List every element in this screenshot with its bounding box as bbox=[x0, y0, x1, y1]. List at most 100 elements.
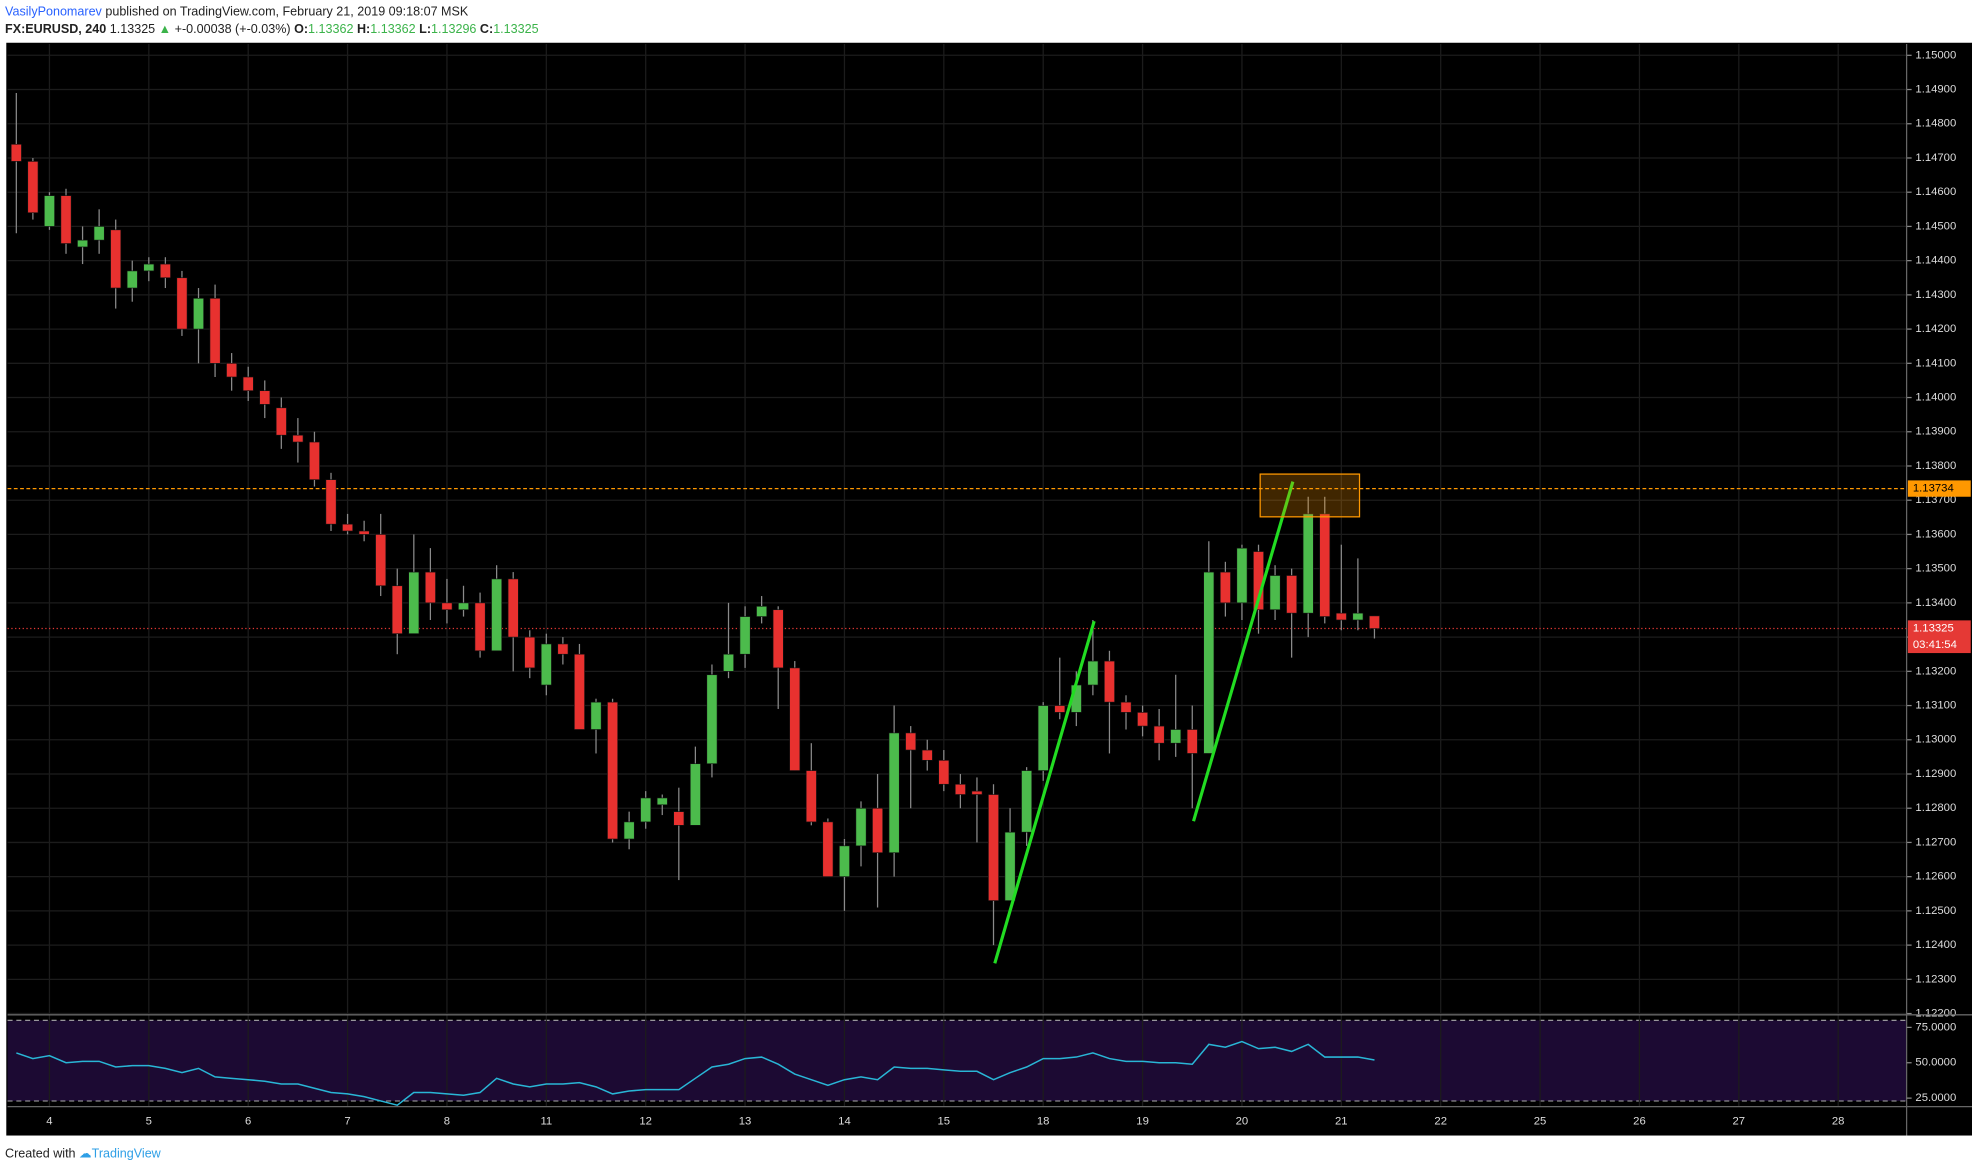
ohlc-label: O: bbox=[294, 23, 308, 37]
header-line: VasilyPonomarev published on TradingView… bbox=[5, 5, 469, 19]
y-tick-label: 1.14700 bbox=[1915, 152, 1956, 164]
trend-line[interactable] bbox=[993, 620, 1096, 964]
candle-body bbox=[988, 794, 999, 901]
ohlc-label: C: bbox=[480, 23, 493, 37]
candle-body bbox=[358, 530, 370, 535]
candle-body bbox=[1335, 612, 1347, 621]
rsi-band bbox=[7, 1020, 1907, 1101]
candle-body bbox=[391, 585, 403, 634]
x-tick-label: 18 bbox=[1037, 1116, 1050, 1128]
candle-body bbox=[1004, 831, 1016, 901]
candle-body bbox=[607, 701, 619, 840]
candle-body bbox=[1203, 571, 1215, 754]
candle-body bbox=[855, 807, 867, 847]
candle-body bbox=[126, 270, 138, 289]
price-tag bbox=[1907, 480, 1971, 497]
x-tick-label: 20 bbox=[1236, 1116, 1249, 1128]
candle-body bbox=[242, 376, 254, 392]
candle-body bbox=[938, 759, 950, 785]
x-tick-label: 7 bbox=[344, 1116, 350, 1128]
y-tick-label: 1.12700 bbox=[1915, 836, 1956, 848]
candle-body bbox=[673, 811, 685, 826]
candle-body bbox=[226, 363, 238, 378]
candle-body bbox=[574, 653, 585, 730]
candle-body bbox=[557, 643, 569, 655]
x-tick-label: 15 bbox=[938, 1116, 951, 1128]
x-tick-label: 19 bbox=[1136, 1116, 1149, 1128]
y-tick-label: 1.13000 bbox=[1915, 734, 1956, 746]
rsi-line bbox=[16, 1040, 1375, 1107]
symbol: FX:EURUSD, 240 bbox=[5, 23, 106, 37]
y-tick-label: 1.13400 bbox=[1915, 597, 1956, 609]
candle-body bbox=[325, 479, 337, 525]
candle-body bbox=[921, 749, 933, 761]
candle-body bbox=[424, 571, 436, 604]
rsi-y-tick-label: 25.0000 bbox=[1915, 1092, 1956, 1104]
candle-body bbox=[1021, 770, 1033, 833]
x-tick-label: 28 bbox=[1832, 1116, 1845, 1128]
symbol-line: FX:EURUSD, 240 1.13325 ▲ +-0.00038 (+-0.… bbox=[5, 23, 539, 37]
candle-body bbox=[1037, 705, 1049, 771]
footer: Created with ☁TradingView bbox=[5, 1147, 162, 1161]
candle-body bbox=[27, 161, 39, 214]
y-tick-label: 1.14900 bbox=[1915, 84, 1956, 96]
candle-body bbox=[110, 229, 122, 289]
candle-body bbox=[1269, 575, 1281, 611]
candle-body bbox=[1352, 612, 1364, 621]
candle-body bbox=[805, 770, 817, 823]
candle-body bbox=[1302, 513, 1314, 614]
candle-body bbox=[524, 636, 536, 669]
y-tick-label: 1.12800 bbox=[1915, 802, 1956, 814]
x-tick-label: 8 bbox=[444, 1116, 450, 1128]
candle-body bbox=[888, 732, 900, 854]
x-tick-label: 14 bbox=[838, 1116, 851, 1128]
y-tick-label: 1.12500 bbox=[1915, 905, 1956, 917]
last: 1.13325 bbox=[110, 23, 155, 37]
ohlc-value: 1.13362 bbox=[370, 23, 415, 37]
candle-body bbox=[309, 441, 320, 480]
candle-body bbox=[789, 667, 801, 771]
y-tick-label: 1.14000 bbox=[1915, 392, 1956, 404]
highlight-box[interactable] bbox=[1259, 473, 1361, 518]
x-tick-label: 21 bbox=[1335, 1116, 1348, 1128]
arrow: ▲ bbox=[159, 23, 171, 37]
price-tag bbox=[1907, 620, 1971, 654]
rsi-y-tick-label: 75.0000 bbox=[1915, 1021, 1956, 1033]
candle-body bbox=[44, 195, 55, 227]
footer-text: Created with bbox=[5, 1147, 76, 1161]
x-tick-label: 25 bbox=[1534, 1116, 1547, 1128]
rsi-y-tick-label: 50.0000 bbox=[1915, 1057, 1956, 1069]
candle-body bbox=[1319, 513, 1331, 617]
footer-brand[interactable]: TradingView bbox=[92, 1147, 162, 1161]
candle-body bbox=[209, 297, 221, 364]
y-tick-label: 1.15000 bbox=[1915, 49, 1956, 61]
change: +-0.00038 (+-0.03%) bbox=[175, 23, 291, 37]
y-tick-label: 1.14300 bbox=[1915, 289, 1956, 301]
candle-body bbox=[375, 534, 387, 587]
candle-body bbox=[822, 821, 834, 877]
candle-body bbox=[292, 434, 304, 443]
y-tick-label: 1.13800 bbox=[1915, 460, 1956, 472]
candle-body bbox=[93, 226, 105, 241]
footer-logo: ☁ bbox=[79, 1147, 92, 1161]
candle-body bbox=[159, 263, 171, 279]
author[interactable]: VasilyPonomarev bbox=[5, 5, 103, 19]
candle-body bbox=[77, 239, 89, 248]
candle-body bbox=[1286, 575, 1298, 614]
x-tick-label: 22 bbox=[1434, 1116, 1447, 1128]
trend-line[interactable] bbox=[1192, 481, 1295, 822]
candle-body bbox=[689, 763, 701, 826]
candle-body bbox=[1219, 571, 1231, 604]
y-tick-label: 1.13700 bbox=[1915, 494, 1956, 506]
candle-body bbox=[540, 643, 552, 686]
ohlc-value: 1.13296 bbox=[431, 23, 476, 37]
published: published on TradingView.com, February 2… bbox=[105, 5, 469, 19]
x-tick-label: 4 bbox=[46, 1116, 52, 1128]
candle-body bbox=[1087, 660, 1099, 686]
candle-body bbox=[954, 783, 966, 795]
y-tick-label: 1.13500 bbox=[1915, 563, 1956, 575]
price-tag-label: 1.13734 bbox=[1913, 483, 1954, 495]
candle-body bbox=[656, 797, 668, 806]
candle-body bbox=[706, 674, 718, 765]
